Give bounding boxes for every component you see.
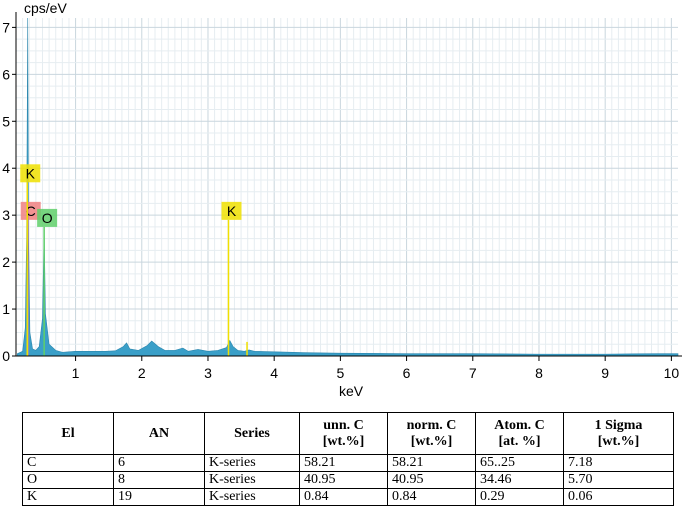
header-norm-c: norm. C [wt.%] xyxy=(387,412,476,455)
cell-el: K xyxy=(22,488,114,506)
x-tick-label: 2 xyxy=(138,365,146,381)
cell-unn-c: 40.95 xyxy=(299,471,388,489)
cell-norm-c: 40.95 xyxy=(387,471,476,489)
y-tick-label: 7 xyxy=(2,19,10,35)
x-axis-label: keV xyxy=(339,383,364,399)
cell-series: K-series xyxy=(204,454,300,472)
y-axis-label: cps/eV xyxy=(24,0,67,16)
element-label-c: C xyxy=(26,203,36,219)
element-label-box xyxy=(20,201,41,220)
element-lines: C O K K xyxy=(20,164,248,356)
x-tick-label: 3 xyxy=(204,365,212,381)
x-tick-label: 7 xyxy=(469,365,477,381)
y-tick-label: 3 xyxy=(2,207,10,223)
table-row: O 8 K-series 40.95 40.95 34.46 5.70 xyxy=(22,471,674,489)
x-tick-label: 10 xyxy=(664,365,680,381)
table-row: K 19 K-series 0.84 0.84 0.29 0.06 xyxy=(22,488,674,506)
cell-unn-c: 58.21 xyxy=(299,454,388,472)
cell-sigma: 7.18 xyxy=(563,454,674,472)
header-series: Series xyxy=(204,412,300,455)
y-tick-label: 4 xyxy=(2,160,10,176)
element-label-box xyxy=(221,201,242,220)
element-label-k: K xyxy=(227,203,237,219)
element-label-box xyxy=(20,164,41,183)
x-tick-label: 4 xyxy=(270,365,278,381)
cell-series: K-series xyxy=(204,488,300,506)
cell-el: C xyxy=(22,454,114,472)
quantification-table: El AN Series unn. C [wt.%] norm. C [wt.%] … xyxy=(22,412,674,506)
cell-atom-c: 34.46 xyxy=(475,471,564,489)
cell-norm-c: 58.21 xyxy=(387,454,476,472)
y-tick-label: 0 xyxy=(2,348,10,364)
cell-an: 8 xyxy=(113,471,205,489)
header-sigma: 1 Sigma [wt.%] xyxy=(563,412,674,455)
spectrum-plot xyxy=(17,17,679,357)
cell-atom-c: 0.29 xyxy=(475,488,564,506)
eds-spectrum-chart: C O K K 1 2 3 4 5 6 7 8 9 10 0 1 2 3 4 5 6 7 cps/eV keV xyxy=(2,0,682,399)
x-tick-label: 8 xyxy=(535,365,543,381)
element-label-k: K xyxy=(26,165,36,181)
x-tick-label: 9 xyxy=(601,365,609,381)
x-tick-label: 1 xyxy=(72,365,80,381)
chart-grid xyxy=(15,18,678,356)
table-header-row: El AN Series unn. C [wt.%] norm. C [wt.%] … xyxy=(22,412,674,455)
x-tick-label: 6 xyxy=(403,365,411,381)
cell-an: 6 xyxy=(113,454,205,472)
chart-axes: 1 2 3 4 5 6 7 8 9 10 0 1 2 3 4 5 6 7 xyxy=(2,12,682,381)
cell-el: O xyxy=(22,471,114,489)
header-atom-c: Atom. C [at. %] xyxy=(475,412,564,455)
y-tick-label: 5 xyxy=(2,113,10,129)
cell-unn-c: 0.84 xyxy=(299,488,388,506)
spectrum-area xyxy=(17,17,679,357)
y-tick-label: 6 xyxy=(2,66,10,82)
cell-atom-c: 65..25 xyxy=(475,454,564,472)
element-label-o: O xyxy=(42,210,53,226)
x-tick-label: 5 xyxy=(336,365,344,381)
cell-series: K-series xyxy=(204,471,300,489)
element-label-box xyxy=(37,208,58,227)
header-an: AN xyxy=(113,412,205,455)
y-tick-label: 1 xyxy=(2,301,10,317)
header-unn-c: unn. C [wt.%] xyxy=(299,412,388,455)
cell-norm-c: 0.84 xyxy=(387,488,476,506)
cell-sigma: 5.70 xyxy=(563,471,674,489)
y-tick-label: 2 xyxy=(2,254,10,270)
cell-an: 19 xyxy=(113,488,205,506)
cell-sigma: 0.06 xyxy=(563,488,674,506)
header-el: El xyxy=(22,412,114,455)
table-row: C 6 K-series 58.21 58.21 65..25 7.18 xyxy=(22,454,674,472)
